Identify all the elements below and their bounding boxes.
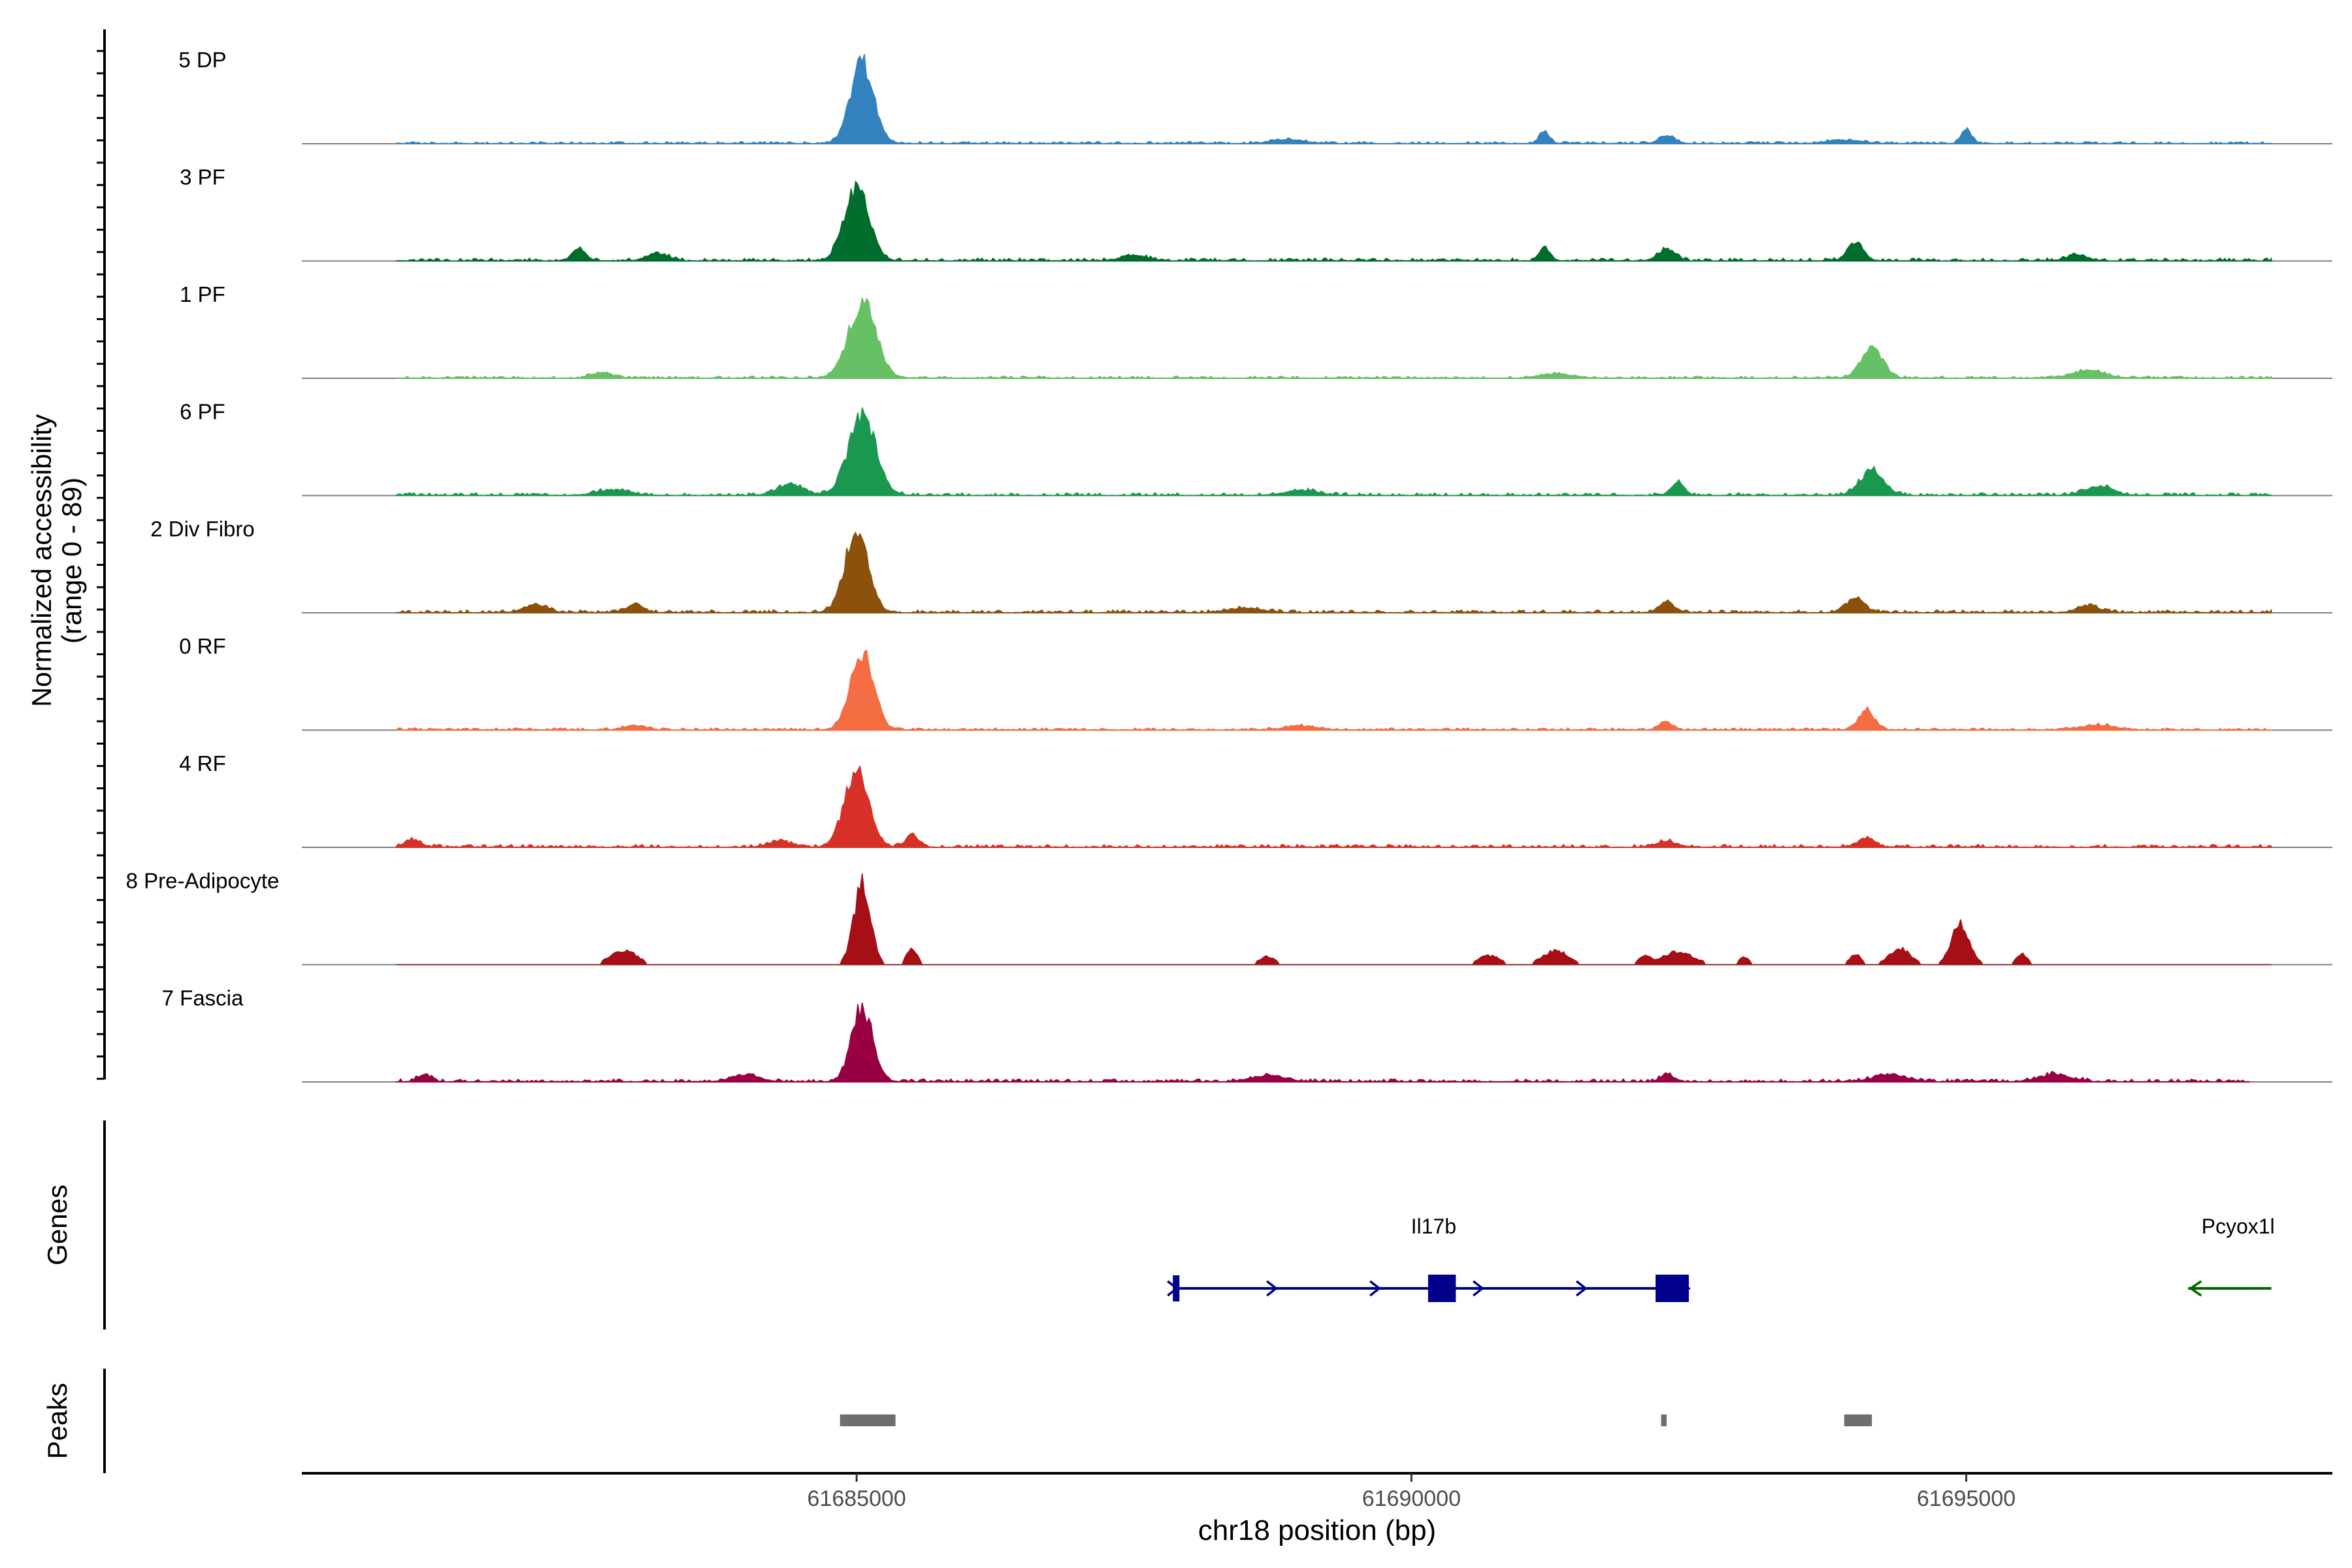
track-1: 3 PF xyxy=(180,165,2332,262)
x-tick-label: 61695000 xyxy=(1917,1486,2016,1511)
track-signal xyxy=(395,180,2272,262)
track-signal xyxy=(395,407,2272,497)
x-axis-ticks: 61685000 61690000 61695000 xyxy=(808,1473,2016,1511)
track-signal xyxy=(395,297,2272,379)
exon xyxy=(1656,1275,1689,1302)
track-signal xyxy=(395,764,2272,849)
strand-arrow xyxy=(1266,1280,1278,1297)
track-8: 7 Fascia xyxy=(162,986,2332,1083)
track-label: 0 RF xyxy=(179,634,226,659)
track-4: 2 Div Fibro xyxy=(150,517,2332,614)
track-label: 3 PF xyxy=(180,165,225,189)
track-signal xyxy=(395,54,2272,145)
track-2: 1 PF xyxy=(180,282,2332,379)
exon xyxy=(1173,1275,1180,1301)
y-axis-title-line-2: (range 0 - 89) xyxy=(56,478,87,644)
track-signal xyxy=(395,531,2272,614)
genes-panel-label: Genes xyxy=(42,1184,73,1266)
gene-label: Pcyox1l xyxy=(2202,1215,2275,1238)
y-axis-title-line-1: Normalized accessibility xyxy=(26,414,57,707)
x-axis-title: chr18 position (bp) xyxy=(1198,1514,1436,1546)
track-label: 2 Div Fibro xyxy=(150,517,255,541)
strand-arrow xyxy=(1472,1280,1484,1297)
peaks-panel-label: Peaks xyxy=(42,1383,73,1460)
track-5: 0 RF xyxy=(179,634,2332,731)
track-signal xyxy=(395,1002,2250,1083)
track-signal xyxy=(396,873,2272,966)
track-6: 4 RF xyxy=(179,751,2332,849)
x-tick-label: 61685000 xyxy=(808,1486,906,1511)
strand-arrow xyxy=(2189,1280,2202,1297)
track-label: 7 Fascia xyxy=(162,986,244,1010)
coverage-tracks: 5 DP 3 PF 1 PF 6 PF 2 Div Fibro 0 RF 4 RF 8 Pre… xyxy=(126,48,2332,1083)
track-label: 8 Pre-Adipocyte xyxy=(126,869,280,893)
exon xyxy=(1428,1275,1456,1302)
y-axis-ticks xyxy=(97,50,105,1080)
track-0: 5 DP xyxy=(178,48,2332,145)
track-label: 5 DP xyxy=(178,48,226,72)
track-3: 6 PF xyxy=(180,400,2332,497)
x-tick-label: 61690000 xyxy=(1362,1486,1461,1511)
track-signal xyxy=(395,649,2272,731)
gene-label: Il17b xyxy=(1411,1215,1456,1238)
track-label: 6 PF xyxy=(180,400,225,424)
peaks-track xyxy=(840,1414,1872,1426)
peak-region xyxy=(1844,1414,1872,1426)
gene-il17b: Il17b xyxy=(1167,1215,1691,1302)
track-label: 4 RF xyxy=(179,751,226,776)
track-label: 1 PF xyxy=(180,282,225,306)
track-7: 8 Pre-Adipocyte xyxy=(126,869,2332,966)
strand-arrow xyxy=(1575,1280,1588,1297)
strand-arrow xyxy=(1369,1280,1381,1297)
genes-track: Il17b Pcyox1l xyxy=(1167,1215,2275,1302)
gene-pcyox1l: Pcyox1l xyxy=(2188,1215,2275,1297)
peak-region xyxy=(840,1414,896,1426)
peak-region xyxy=(1661,1414,1667,1426)
